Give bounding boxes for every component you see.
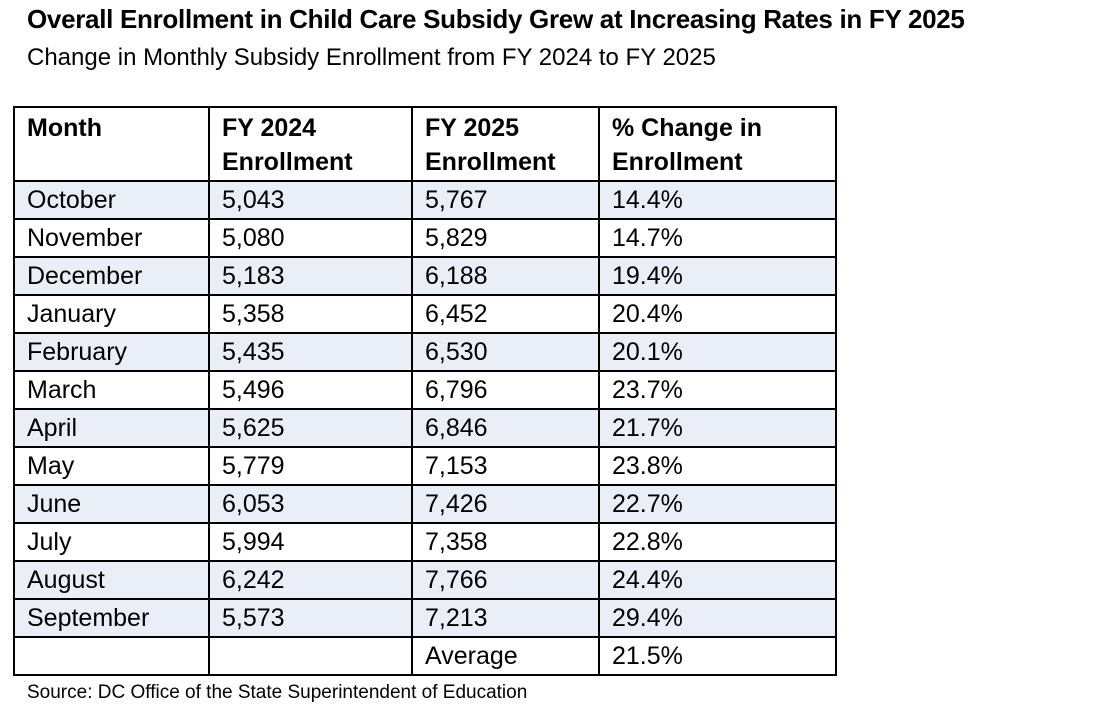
fy2025-cell: 6,796 (411, 370, 600, 410)
table-row: December 5,183 6,188 19.4% (13, 256, 837, 296)
fy2025-cell: 5,829 (411, 218, 600, 258)
pct-change-cell: 21.7% (598, 408, 837, 448)
fy2024-cell: 6,053 (208, 484, 413, 524)
month-cell: January (13, 294, 210, 334)
month-cell: February (13, 332, 210, 372)
fy2024-cell: 5,625 (208, 408, 413, 448)
pct-change-cell: 23.8% (598, 446, 837, 486)
fy2024-cell: 5,496 (208, 370, 413, 410)
month-cell: December (13, 256, 210, 296)
pct-change-cell: 20.1% (598, 332, 837, 372)
table-row: November 5,080 5,829 14.7% (13, 218, 837, 258)
pct-change-cell: 24.4% (598, 560, 837, 600)
table-row: June 6,053 7,426 22.7% (13, 484, 837, 524)
table-row: September 5,573 7,213 29.4% (13, 598, 837, 638)
source-note: Source: DC Office of the State Superinte… (27, 682, 528, 703)
col-header-month: Month (13, 106, 210, 182)
col-header-fy2024-enrollment: FY 2024 Enrollment (208, 106, 413, 182)
fy2025-cell: 7,766 (411, 560, 600, 600)
table-row: April 5,625 6,846 21.7% (13, 408, 837, 448)
fy2024-cell: 5,435 (208, 332, 413, 372)
pct-change-cell: 23.7% (598, 370, 837, 410)
fy2024-cell: 5,043 (208, 180, 413, 220)
pct-change-cell: 21.5% (598, 636, 837, 676)
fy2025-cell: 6,530 (411, 332, 600, 372)
fy2024-cell: 5,994 (208, 522, 413, 562)
pct-change-cell: 20.4% (598, 294, 837, 334)
table-row: July 5,994 7,358 22.8% (13, 522, 837, 562)
fy2025-cell: 7,213 (411, 598, 600, 638)
month-cell: October (13, 180, 210, 220)
col-header-pct-change: % Change in Enrollment (598, 106, 837, 182)
fy2024-cell: 5,358 (208, 294, 413, 334)
fy2025-cell: 7,153 (411, 446, 600, 486)
pct-change-cell: 14.7% (598, 218, 837, 258)
table-row: May 5,779 7,153 23.8% (13, 446, 837, 486)
fy2025-cell: 6,188 (411, 256, 600, 296)
pct-change-cell: 22.8% (598, 522, 837, 562)
month-cell: November (13, 218, 210, 258)
pct-change-cell: 14.4% (598, 180, 837, 220)
table-row: January 5,358 6,452 20.4% (13, 294, 837, 334)
figure-title: Overall Enrollment in Child Care Subsidy… (27, 4, 965, 34)
fy2025-cell: 6,846 (411, 408, 600, 448)
fy2025-cell: 7,426 (411, 484, 600, 524)
table-row: Average 21.5% (13, 636, 837, 676)
fy2024-cell: 5,080 (208, 218, 413, 258)
fy2025-cell: 5,767 (411, 180, 600, 220)
fy2024-cell (208, 636, 413, 676)
fy2024-cell: 6,242 (208, 560, 413, 600)
table-row: February 5,435 6,530 20.1% (13, 332, 837, 372)
table-row: August 6,242 7,766 24.4% (13, 560, 837, 600)
month-cell: June (13, 484, 210, 524)
table-row: October 5,043 5,767 14.4% (13, 180, 837, 220)
month-cell: July (13, 522, 210, 562)
table-body: October 5,043 5,767 14.4% November 5,080 5,829… (13, 180, 837, 676)
month-cell: September (13, 598, 210, 638)
pct-change-cell: 19.4% (598, 256, 837, 296)
fy2024-cell: 5,573 (208, 598, 413, 638)
fy2024-cell: 5,183 (208, 256, 413, 296)
fy2024-cell: 5,779 (208, 446, 413, 486)
pct-change-cell: 22.7% (598, 484, 837, 524)
month-cell (13, 636, 210, 676)
header-row: Month FY 2024 Enrollment FY 2025 Enrollm… (13, 106, 837, 182)
fy2025-cell: Average (411, 636, 600, 676)
figure-subtitle: Change in Monthly Subsidy Enrollment fro… (27, 44, 716, 71)
table-row: March 5,496 6,796 23.7% (13, 370, 837, 410)
fy2025-cell: 7,358 (411, 522, 600, 562)
pct-change-cell: 29.4% (598, 598, 837, 638)
month-cell: May (13, 446, 210, 486)
month-cell: April (13, 408, 210, 448)
fy2025-cell: 6,452 (411, 294, 600, 334)
month-cell: March (13, 370, 210, 410)
month-cell: August (13, 560, 210, 600)
enrollment-table: Month FY 2024 Enrollment FY 2025 Enrollm… (13, 106, 837, 676)
col-header-fy2025-enrollment: FY 2025 Enrollment (411, 106, 600, 182)
